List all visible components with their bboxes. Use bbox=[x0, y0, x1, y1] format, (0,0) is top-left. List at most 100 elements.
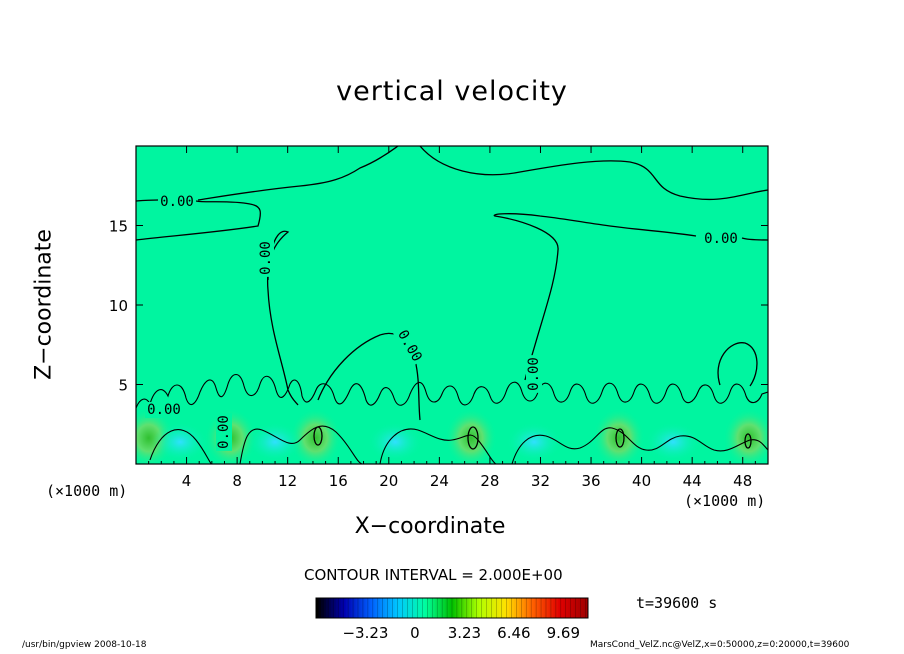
colorbar-band bbox=[407, 598, 411, 618]
x-tick-label: 12 bbox=[278, 472, 297, 490]
colorbar-band bbox=[330, 598, 334, 618]
x-tick-label: 36 bbox=[581, 472, 600, 490]
y-tick-label: 15 bbox=[109, 218, 128, 236]
colorbar-band bbox=[316, 598, 319, 618]
colorbar-band bbox=[422, 598, 426, 618]
x-tick-label: 32 bbox=[531, 472, 550, 490]
colorbar-band bbox=[338, 598, 342, 618]
colorbar-band bbox=[484, 598, 488, 618]
colorbar-band bbox=[340, 598, 344, 618]
colorbar-band bbox=[442, 598, 445, 618]
contour-label-bg bbox=[526, 355, 542, 393]
contour-label-bg bbox=[702, 231, 740, 247]
contour-line-top-left bbox=[136, 146, 399, 202]
colorbar-band bbox=[335, 598, 339, 618]
colorbar-band bbox=[328, 598, 332, 618]
colorbar-band bbox=[501, 598, 505, 618]
colorbar-band bbox=[516, 598, 520, 618]
colorbar-band bbox=[476, 598, 480, 618]
colorbar-band bbox=[375, 598, 379, 618]
contour-line-lower-wave bbox=[149, 425, 768, 464]
x-tick-label: 20 bbox=[379, 472, 398, 490]
contour-interval-label: CONTOUR INTERVAL = 2.000E+00 bbox=[304, 566, 563, 584]
colorbar-band bbox=[583, 598, 586, 618]
colorbar-band bbox=[318, 598, 322, 618]
contour-label: 0.00 bbox=[526, 357, 542, 391]
colorbar-band bbox=[580, 598, 584, 618]
colorbar-band bbox=[345, 598, 349, 618]
x-tick-label: 44 bbox=[683, 472, 702, 490]
colorbar-tick-label: −3.23 bbox=[342, 624, 388, 642]
colorbar-band bbox=[409, 598, 413, 618]
contour-label: 0.00 bbox=[147, 402, 181, 418]
colorbar-band bbox=[397, 598, 401, 618]
colorbar-band bbox=[370, 598, 374, 618]
colorbar-band bbox=[489, 598, 492, 618]
downdraft-region-2 bbox=[247, 422, 304, 462]
colorbar-band bbox=[521, 598, 525, 618]
colorbar-band bbox=[474, 598, 478, 618]
colorbar-band bbox=[541, 598, 544, 618]
contour-label: 0.00 bbox=[258, 241, 274, 275]
colorbar-band bbox=[424, 598, 428, 618]
x-axis-unit-right: (×1000 m) bbox=[684, 492, 766, 510]
colorbar-band bbox=[533, 598, 537, 618]
colorbar-band bbox=[360, 598, 364, 618]
contour-line-left-column bbox=[266, 230, 299, 406]
contour-line-upper-left bbox=[136, 200, 262, 241]
colorbar-tick-label: 6.46 bbox=[497, 624, 530, 642]
colorbar-band bbox=[466, 598, 470, 618]
colorbar-band bbox=[523, 598, 527, 618]
colorbar-band bbox=[372, 598, 376, 618]
chart-title: vertical velocity bbox=[336, 76, 568, 107]
x-tick-label: 16 bbox=[329, 472, 348, 490]
colorbar-band bbox=[560, 598, 564, 618]
contour-label-bg bbox=[145, 402, 183, 418]
colorbar-band bbox=[568, 598, 572, 618]
x-tick-label: 48 bbox=[733, 472, 752, 490]
x-tick-label: 28 bbox=[480, 472, 499, 490]
updraft-core-4 bbox=[444, 408, 497, 464]
colorbar-band bbox=[437, 598, 441, 618]
colorbar-band bbox=[503, 598, 507, 618]
y-tick-label: 10 bbox=[109, 297, 128, 315]
colorbar-band bbox=[531, 598, 534, 618]
y-axis-label: Z−coordinate bbox=[31, 229, 57, 380]
colorbar-band bbox=[365, 598, 369, 618]
colorbar-band bbox=[387, 598, 391, 618]
contour-label: 0.00 bbox=[160, 194, 194, 210]
colorbar-band bbox=[491, 598, 495, 618]
colorbar-band bbox=[558, 598, 562, 618]
colorbar-band bbox=[400, 598, 403, 618]
updraft-core-5 bbox=[592, 408, 645, 464]
y-tick-label: 5 bbox=[118, 377, 128, 395]
colorbar-band bbox=[565, 598, 569, 618]
colorbar-band bbox=[377, 598, 381, 618]
colorbar-band bbox=[528, 598, 532, 618]
colorbar-band bbox=[508, 598, 512, 618]
colorbar-band bbox=[417, 598, 421, 618]
contour-line-top-right bbox=[419, 146, 768, 201]
colorbar-band bbox=[506, 598, 510, 618]
colorbar-band bbox=[395, 598, 398, 618]
colorbar-band bbox=[362, 598, 366, 618]
colorbar-band bbox=[479, 598, 483, 618]
x-tick-label: 24 bbox=[430, 472, 449, 490]
colorbar-band bbox=[575, 598, 579, 618]
footer-program-date: /usr/bin/gpview 2008-10-18 bbox=[22, 640, 147, 650]
colorbar-band bbox=[412, 598, 416, 618]
colorbar-band bbox=[456, 598, 460, 618]
colorbar-band bbox=[498, 598, 502, 618]
colorbar-band bbox=[570, 598, 574, 618]
updraft-core-6 bbox=[723, 408, 768, 464]
colorbar-band bbox=[496, 598, 500, 618]
downdraft-region-3 bbox=[367, 422, 424, 462]
colorbar-band bbox=[573, 598, 577, 618]
downdraft-region-5 bbox=[645, 422, 702, 462]
colorbar-band bbox=[461, 598, 465, 618]
core-contour-1 bbox=[313, 426, 323, 446]
colorbar-band bbox=[382, 598, 386, 618]
colorbar-band bbox=[358, 598, 361, 618]
colorbar-band bbox=[449, 598, 453, 618]
colorbar-band bbox=[536, 598, 539, 618]
